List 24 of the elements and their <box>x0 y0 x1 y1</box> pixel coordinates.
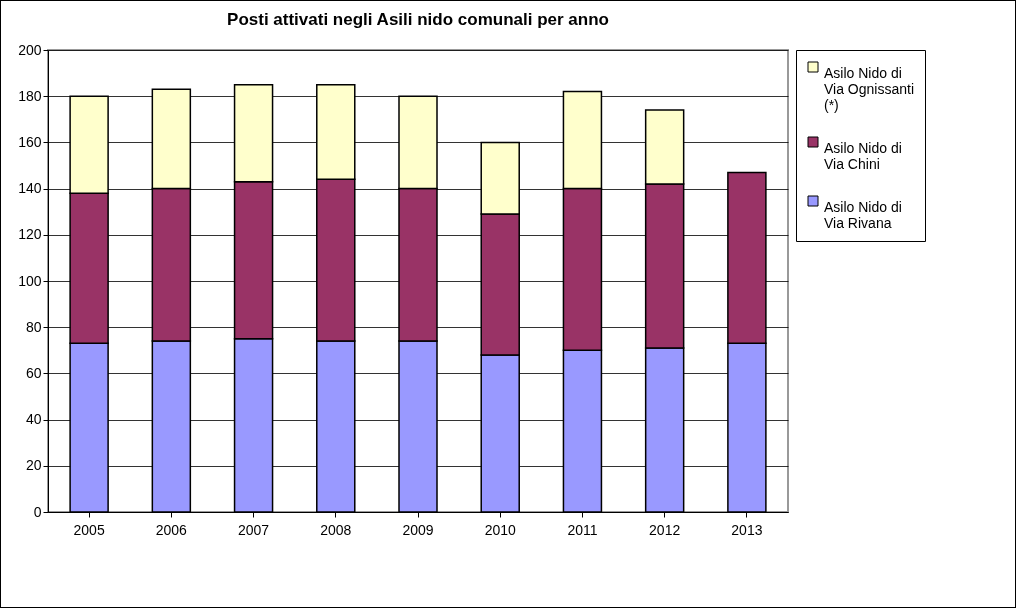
y-tick-label: 120 <box>18 226 42 243</box>
y-tick-label: 20 <box>25 457 42 474</box>
chart-title: Posti attivati negli Asili nido comunali per anno <box>227 10 609 29</box>
legend-label: Asilo Nido di Via Rivana <box>824 199 902 231</box>
x-tick-label: 2005 <box>73 521 105 538</box>
legend-label: Asilo Nido di Via Chini <box>824 140 902 172</box>
x-tick-label: 2008 <box>320 521 352 538</box>
x-tick-label: 2007 <box>237 521 270 538</box>
x-tick-label: 2006 <box>155 521 188 538</box>
y-tick-label: 80 <box>25 318 42 335</box>
y-tick-label: 160 <box>18 133 42 150</box>
y-tick-label: 60 <box>25 364 42 381</box>
legend-label: Asilo Nido di Via Ognissanti (*) <box>824 65 915 113</box>
y-tick-label: 0 <box>33 503 42 520</box>
y-tick-label: 140 <box>18 180 42 197</box>
y-tick-label: 180 <box>18 87 42 104</box>
x-tick-label: 2010 <box>484 521 516 538</box>
x-tick-label: 2011 <box>567 521 598 538</box>
x-tick-label: 2012 <box>649 521 681 538</box>
y-tick-label: 40 <box>25 411 42 428</box>
y-tick-label: 100 <box>18 272 42 289</box>
x-tick-label: 2013 <box>731 521 763 538</box>
y-tick-label: 200 <box>18 41 42 58</box>
x-tick-label: 2009 <box>402 521 434 538</box>
